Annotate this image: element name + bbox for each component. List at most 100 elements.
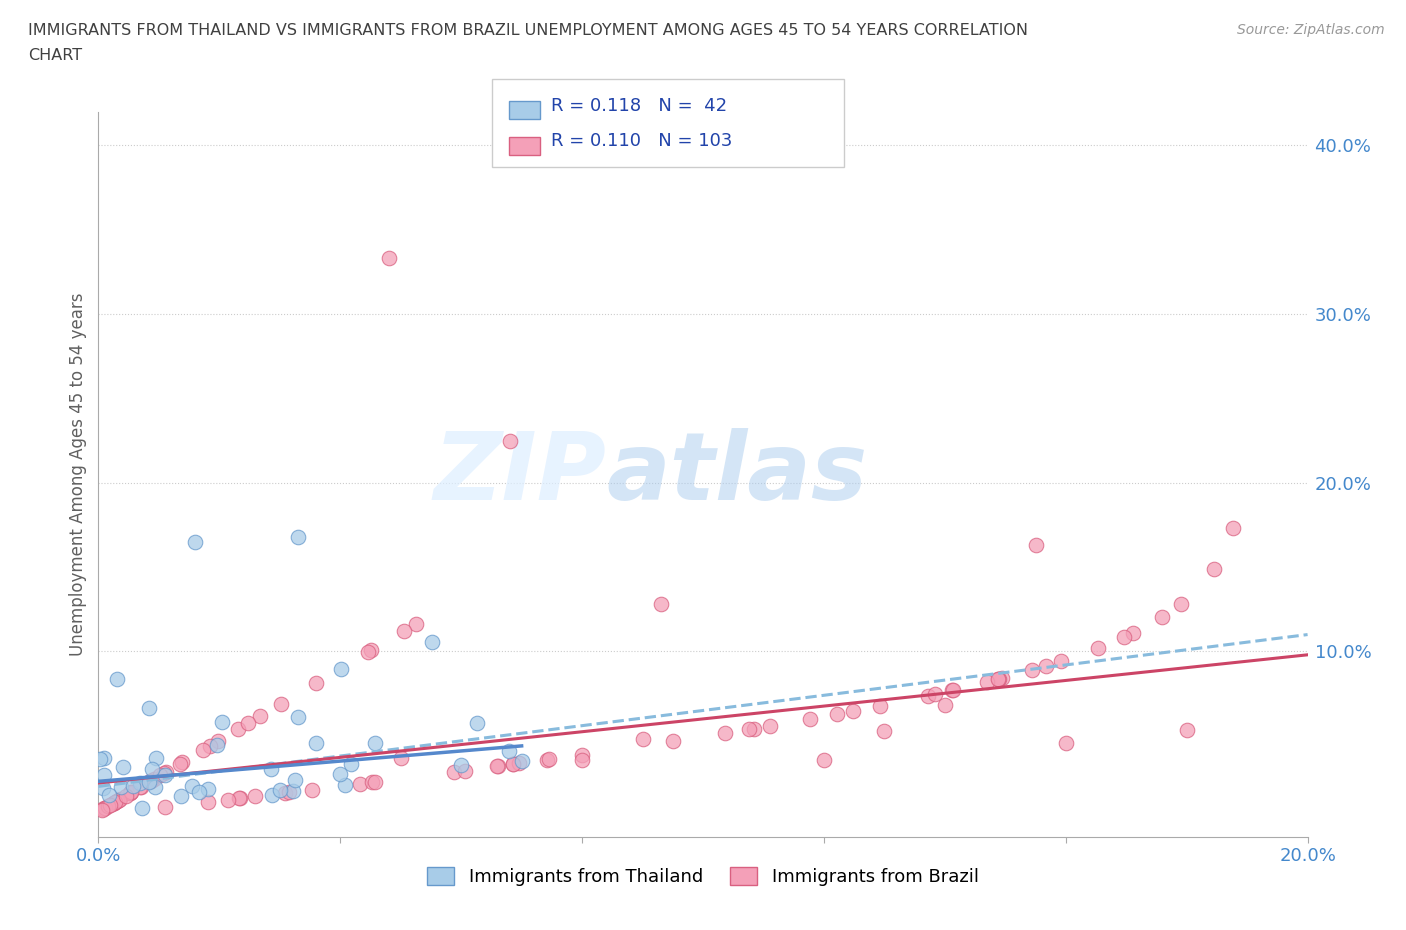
Text: R = 0.118   N =  42: R = 0.118 N = 42 (551, 97, 727, 114)
Point (305, 736, 328, 751)
Point (738, 722, 761, 737)
Point (841, 704, 863, 719)
Point (184, 535, 207, 550)
Text: Source: ZipAtlas.com: Source: ZipAtlas.com (1237, 23, 1385, 37)
Point (1049, 654, 1071, 669)
Point (924, 687, 946, 702)
Point (287, 529, 309, 544)
Point (129, 776, 152, 790)
Point (197, 781, 219, 796)
Point (333, 777, 356, 792)
Point (287, 710, 309, 724)
Y-axis label: Unemployment Among Ages 45 to 54 years: Unemployment Among Ages 45 to 54 years (69, 293, 87, 656)
Point (198, 738, 221, 753)
Point (571, 752, 593, 767)
Point (110, 780, 132, 795)
Point (869, 698, 891, 713)
Point (742, 721, 765, 736)
Point (107, 671, 129, 686)
Point (420, 635, 443, 650)
Point (364, 775, 387, 790)
Text: ZIP: ZIP (433, 429, 606, 520)
Point (537, 751, 560, 766)
Point (301, 782, 323, 797)
Point (465, 715, 488, 730)
Point (498, 433, 520, 448)
Point (987, 671, 1010, 686)
Point (93, 768, 115, 783)
Point (249, 709, 271, 724)
Point (813, 752, 835, 767)
Point (205, 737, 228, 752)
Point (103, 795, 125, 810)
Point (571, 748, 593, 763)
Point (90, 803, 112, 817)
Point (149, 767, 172, 782)
Point (1170, 596, 1192, 611)
Point (502, 757, 524, 772)
Point (283, 772, 305, 787)
Point (1114, 630, 1136, 644)
Text: R = 0.110   N = 103: R = 0.110 N = 103 (551, 132, 733, 151)
Point (758, 719, 780, 734)
Point (243, 789, 266, 804)
Point (108, 791, 131, 806)
Point (1122, 626, 1144, 641)
Point (153, 765, 176, 780)
Point (1024, 538, 1046, 552)
Point (329, 661, 352, 676)
Point (104, 794, 127, 809)
Point (217, 792, 239, 807)
Point (1222, 521, 1244, 536)
Point (101, 796, 124, 811)
Point (229, 790, 252, 805)
Point (536, 752, 558, 767)
Point (114, 789, 136, 804)
Point (340, 756, 363, 771)
Point (486, 759, 509, 774)
Point (270, 697, 292, 711)
Point (991, 671, 1014, 685)
Point (97, 799, 120, 814)
Point (226, 722, 249, 737)
Point (357, 645, 380, 660)
Point (169, 756, 191, 771)
Point (138, 774, 160, 789)
Point (131, 801, 153, 816)
Point (988, 671, 1011, 686)
Point (360, 643, 382, 658)
Point (349, 777, 371, 791)
Point (281, 784, 304, 799)
Point (392, 624, 415, 639)
Point (508, 756, 530, 771)
Point (631, 731, 654, 746)
Point (1087, 641, 1109, 656)
Point (941, 683, 963, 698)
Point (122, 778, 145, 793)
Point (443, 764, 465, 779)
Point (142, 772, 165, 787)
Point (188, 785, 211, 800)
Text: CHART: CHART (28, 48, 82, 63)
Point (93, 801, 115, 816)
Point (191, 742, 214, 757)
Point (1054, 736, 1077, 751)
Point (364, 736, 387, 751)
Point (661, 734, 683, 749)
Point (105, 793, 128, 808)
Point (93, 801, 115, 816)
Point (138, 700, 160, 715)
Point (976, 675, 998, 690)
Point (120, 785, 142, 800)
Point (510, 753, 533, 768)
Point (105, 793, 128, 808)
Point (873, 724, 896, 738)
Point (942, 683, 965, 698)
Point (450, 757, 472, 772)
Point (714, 726, 737, 741)
Point (825, 707, 848, 722)
Point (405, 617, 427, 631)
Point (502, 757, 524, 772)
Point (93, 780, 115, 795)
Point (120, 785, 142, 800)
